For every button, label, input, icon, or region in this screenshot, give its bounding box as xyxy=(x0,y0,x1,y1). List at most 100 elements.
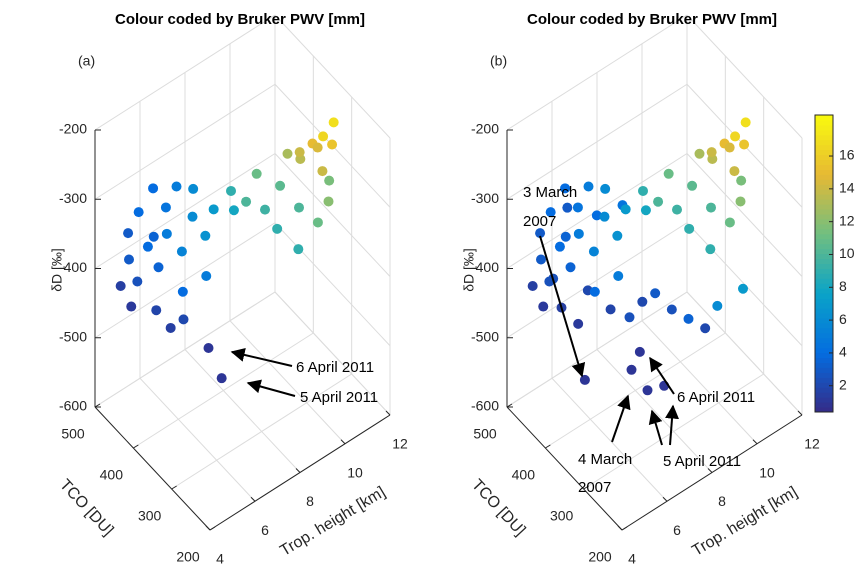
grid-line xyxy=(686,14,803,139)
data-point xyxy=(177,286,188,297)
data-point xyxy=(294,202,304,213)
data-point xyxy=(739,139,750,150)
y-axis-label: TCO [DU] xyxy=(56,476,116,539)
data-point xyxy=(705,244,716,255)
colorbar-segment xyxy=(815,332,833,339)
colorbar-segment xyxy=(815,174,833,180)
data-point xyxy=(535,228,546,239)
colorbar-segment xyxy=(815,134,833,141)
x-tick-label: 6 xyxy=(261,522,269,538)
colorbar-segment xyxy=(815,382,833,388)
z-axis-label: δD [‰] xyxy=(461,248,477,292)
grid-line xyxy=(133,332,314,449)
data-point xyxy=(203,342,214,353)
data-point xyxy=(666,304,677,315)
colorbar-segment xyxy=(815,228,833,235)
axes xyxy=(506,14,803,531)
data-point xyxy=(683,313,694,324)
tick-mark xyxy=(707,468,713,473)
tick-mark xyxy=(506,403,513,408)
colorbar-segment xyxy=(815,253,833,260)
grid-line xyxy=(506,14,688,131)
data-point xyxy=(730,131,741,142)
tick-mark xyxy=(340,439,346,445)
colorbar-segment xyxy=(815,303,833,309)
annotation-arrow xyxy=(230,348,293,367)
annotation: 5 April 2011 xyxy=(663,453,741,470)
data-point xyxy=(165,322,176,333)
data-point xyxy=(327,139,338,150)
x-tick-label: 8 xyxy=(718,493,726,509)
data-point xyxy=(554,241,565,252)
y-tick-label: 500 xyxy=(61,426,85,442)
colorbar-segment xyxy=(815,387,833,393)
colorbar-segment xyxy=(815,283,833,289)
grid-line xyxy=(545,332,726,449)
colorbar-segment xyxy=(815,154,833,161)
y-tick-label: 400 xyxy=(512,467,536,483)
data-point xyxy=(251,168,262,179)
colorbar-segment xyxy=(815,129,833,136)
colorbar-segment xyxy=(815,233,833,240)
data-point xyxy=(684,223,695,234)
data-point xyxy=(672,204,682,215)
colorbar-segment xyxy=(815,327,833,334)
data-point xyxy=(729,166,740,177)
data-point xyxy=(740,117,751,128)
colorbar-segment xyxy=(815,184,833,190)
data-point xyxy=(638,185,648,196)
colorbar-segment xyxy=(815,347,833,354)
grid-line xyxy=(139,377,256,502)
tick-mark xyxy=(621,526,628,531)
data-point xyxy=(624,312,635,323)
grid-line xyxy=(686,291,803,416)
grid-line xyxy=(274,153,391,277)
data-point xyxy=(612,230,623,241)
data-point xyxy=(312,217,323,228)
panel-label: (b) xyxy=(490,53,507,69)
data-point xyxy=(620,204,631,215)
data-point xyxy=(626,364,637,375)
colorbar-segment xyxy=(815,243,833,250)
colorbar-segment xyxy=(815,397,833,403)
grid-line xyxy=(506,222,688,339)
data-point xyxy=(260,204,270,215)
z-tick-label: -600 xyxy=(471,398,499,414)
grid-line xyxy=(506,291,688,408)
data-point xyxy=(275,180,286,191)
data-point xyxy=(599,211,610,222)
data-point xyxy=(282,148,293,159)
data-point xyxy=(133,207,144,218)
grid-line xyxy=(583,373,764,490)
colorbar-segment xyxy=(815,362,833,368)
data-point xyxy=(126,301,137,312)
x-tick-label: 4 xyxy=(216,551,224,567)
data-point xyxy=(642,385,653,396)
colorbar-frame xyxy=(814,114,834,413)
data-point xyxy=(560,231,571,242)
data-point xyxy=(579,374,590,385)
x-tick-label: 10 xyxy=(347,464,363,480)
colorbar-segment xyxy=(815,313,833,319)
z-tick-label: -400 xyxy=(471,259,499,275)
grid-line xyxy=(171,373,352,490)
tick-mark xyxy=(545,444,551,449)
grid-line xyxy=(506,83,688,200)
x-tick-label: 6 xyxy=(673,522,681,538)
data-point xyxy=(724,217,735,228)
data-point xyxy=(572,202,583,213)
y-tick-label: 200 xyxy=(588,549,612,565)
grid-line xyxy=(94,153,276,269)
data-point xyxy=(200,230,211,241)
data-point xyxy=(176,246,187,257)
data-point xyxy=(294,147,305,158)
data-point xyxy=(132,276,143,287)
data-point xyxy=(148,231,159,242)
data-point xyxy=(317,166,328,177)
data-point xyxy=(687,180,698,191)
y-tick-label: 300 xyxy=(550,508,574,524)
x-tick-label: 8 xyxy=(306,493,314,509)
data-point xyxy=(573,228,584,239)
annotation: 4 March xyxy=(578,451,632,468)
data-point xyxy=(160,202,171,213)
